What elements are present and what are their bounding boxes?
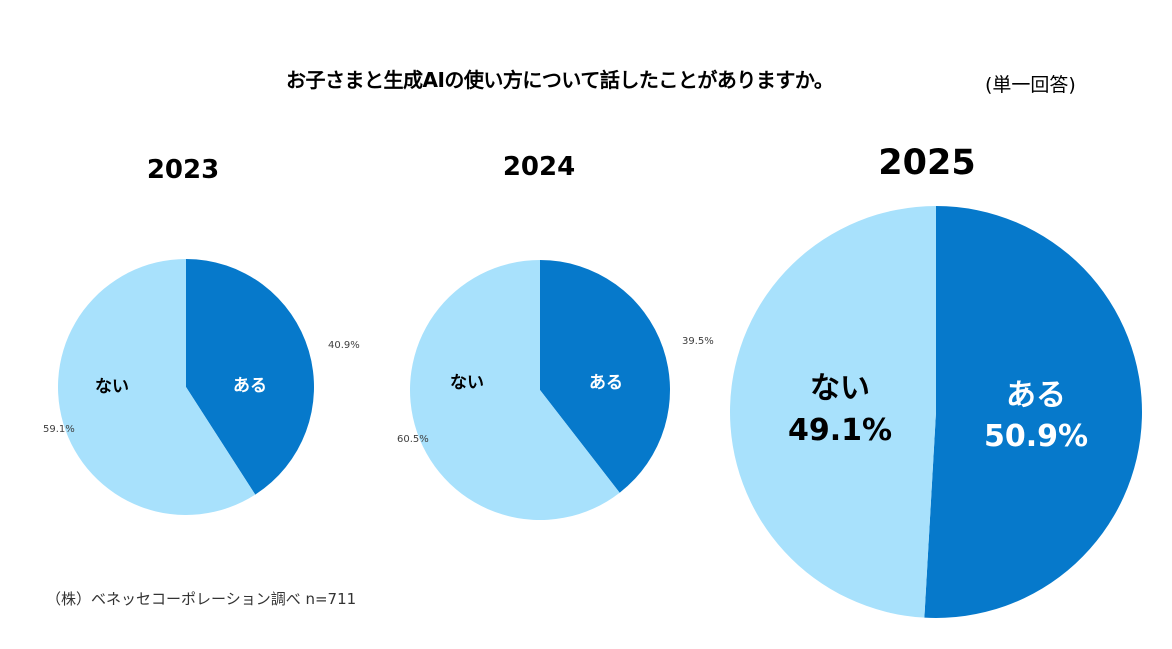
answer-type-note: (単一回答) (985, 74, 1076, 96)
data-label-nai: 49.1% (788, 413, 892, 448)
category-label-aru: ある (233, 376, 267, 396)
pie-slice-aru (540, 260, 670, 493)
data-label-aru: 39.5% (682, 336, 714, 347)
pie-slice-aru (924, 206, 1142, 618)
pie-title-2025: 2025 (878, 143, 976, 183)
pie-slice-nai (729, 206, 936, 618)
pie-slice-nai (409, 260, 620, 520)
category-label-nai: ない (95, 377, 129, 397)
pie-title-2024: 2024 (502, 152, 576, 182)
data-label-nai: 60.5% (397, 434, 429, 445)
chart-title: お子さまと生成AIの使い方について話したことがありますか。 (286, 68, 834, 92)
category-label-aru: ある (589, 373, 623, 393)
pie-2024: ある ない 39.5% 60.5% (397, 260, 714, 520)
pie-2023: ある ない 40.9% 59.1% (43, 259, 360, 515)
source-note: （株）ベネッセコーポレーション調べ n=711 (46, 590, 357, 608)
pie-slice-aru (186, 259, 314, 495)
category-label-nai: ない (450, 373, 484, 393)
pie-title-2023: 2023 (146, 155, 220, 185)
category-label-aru: ある (1006, 378, 1066, 413)
pie-slice-nai (57, 259, 256, 515)
data-label-nai: 59.1% (43, 424, 75, 435)
category-label-nai: ない (810, 371, 870, 406)
data-label-aru: 50.9% (984, 419, 1088, 454)
pie-2025: ある ない 50.9% 49.1% (729, 206, 1142, 618)
data-label-aru: 40.9% (328, 340, 360, 351)
